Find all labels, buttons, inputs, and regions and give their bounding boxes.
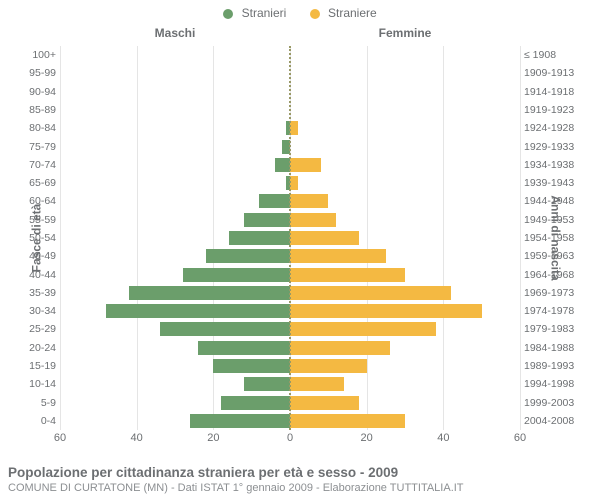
bar-male: [190, 414, 290, 428]
birth-year-label: 1929-1933: [524, 141, 588, 153]
bar-female: [290, 158, 321, 172]
x-tick-label: 60: [514, 432, 526, 444]
bar-male: [183, 268, 290, 282]
birth-year-label: 1979-1983: [524, 323, 588, 335]
bar-male: [160, 322, 290, 336]
bar-male: [221, 396, 290, 410]
x-axis-ticks: 6040200204060: [60, 432, 520, 450]
birth-year-label: 1994-1998: [524, 378, 588, 390]
age-label: 100+: [12, 49, 56, 61]
bar-male: [198, 341, 290, 355]
birth-year-label: 1919-1923: [524, 104, 588, 116]
footer-title: Popolazione per cittadinanza straniera p…: [8, 465, 592, 480]
bar-female: [290, 396, 359, 410]
age-label: 10-14: [12, 378, 56, 390]
bar-male: [244, 377, 290, 391]
bar-female: [290, 176, 298, 190]
age-label: 30-34: [12, 305, 56, 317]
gridline: [520, 46, 521, 430]
x-tick-label: 20: [207, 432, 219, 444]
legend-item-female: Straniere: [310, 6, 377, 20]
x-tick-label: 60: [54, 432, 66, 444]
footer-subtitle: COMUNE DI CURTATONE (MN) - Dati ISTAT 1°…: [8, 482, 592, 494]
legend-label-female: Straniere: [328, 6, 377, 20]
age-label: 95-99: [12, 67, 56, 79]
chart-container: Stranieri Straniere Maschi Femmine 100+≤…: [0, 0, 600, 500]
age-label: 80-84: [12, 122, 56, 134]
age-label: 25-29: [12, 323, 56, 335]
bar-female: [290, 268, 405, 282]
bar-female: [290, 213, 336, 227]
x-tick-label: 40: [131, 432, 143, 444]
birth-year-label: 1974-1978: [524, 305, 588, 317]
age-label: 90-94: [12, 86, 56, 98]
birth-year-label: 1939-1943: [524, 177, 588, 189]
legend-swatch-female: [310, 9, 320, 19]
bar-female: [290, 249, 386, 263]
age-label: 0-4: [12, 415, 56, 427]
bar-male: [129, 286, 290, 300]
age-label: 70-74: [12, 159, 56, 171]
bar-female: [290, 304, 482, 318]
birth-year-label: 1969-1973: [524, 287, 588, 299]
bar-female: [290, 231, 359, 245]
x-tick-label: 0: [287, 432, 293, 444]
birth-year-label: 1999-2003: [524, 397, 588, 409]
bar-male: [275, 158, 290, 172]
birth-year-label: 1914-1918: [524, 86, 588, 98]
bar-male: [259, 194, 290, 208]
bar-male: [106, 304, 290, 318]
bar-male: [229, 231, 290, 245]
bar-male: [206, 249, 290, 263]
age-label: 20-24: [12, 342, 56, 354]
birth-year-label: 1909-1913: [524, 67, 588, 79]
birth-year-label: 1984-1988: [524, 342, 588, 354]
age-label: 15-19: [12, 360, 56, 372]
bar-female: [290, 377, 344, 391]
bar-female: [290, 121, 298, 135]
birth-year-label: 1934-1938: [524, 159, 588, 171]
y-axis-title-right: Anni di nascita: [548, 195, 562, 280]
legend: Stranieri Straniere: [0, 0, 600, 20]
birth-year-label: 1924-1928: [524, 122, 588, 134]
legend-label-male: Stranieri: [242, 6, 287, 20]
title-female: Femmine: [379, 26, 432, 40]
age-label: 85-89: [12, 104, 56, 116]
bar-male: [244, 213, 290, 227]
x-tick-label: 20: [361, 432, 373, 444]
x-tick-label: 40: [437, 432, 449, 444]
birth-year-label: ≤ 1908: [524, 49, 588, 61]
bar-male: [213, 359, 290, 373]
legend-swatch-male: [223, 9, 233, 19]
bar-female: [290, 341, 390, 355]
y-axis-title-left: Fasce di età: [29, 204, 43, 273]
age-label: 75-79: [12, 141, 56, 153]
birth-year-label: 2004-2008: [524, 415, 588, 427]
bar-female: [290, 322, 436, 336]
bar-female: [290, 286, 451, 300]
legend-item-male: Stranieri: [223, 6, 286, 20]
bar-female: [290, 414, 405, 428]
plot-area: Maschi Femmine 100+≤ 190895-991909-19139…: [60, 46, 520, 430]
title-male: Maschi: [155, 26, 196, 40]
birth-year-label: 1989-1993: [524, 360, 588, 372]
bar-female: [290, 194, 328, 208]
footer: Popolazione per cittadinanza straniera p…: [8, 465, 592, 494]
age-label: 65-69: [12, 177, 56, 189]
bar-female: [290, 359, 367, 373]
center-line: [289, 46, 291, 430]
age-label: 5-9: [12, 397, 56, 409]
column-titles: Maschi Femmine: [60, 26, 520, 44]
age-label: 35-39: [12, 287, 56, 299]
